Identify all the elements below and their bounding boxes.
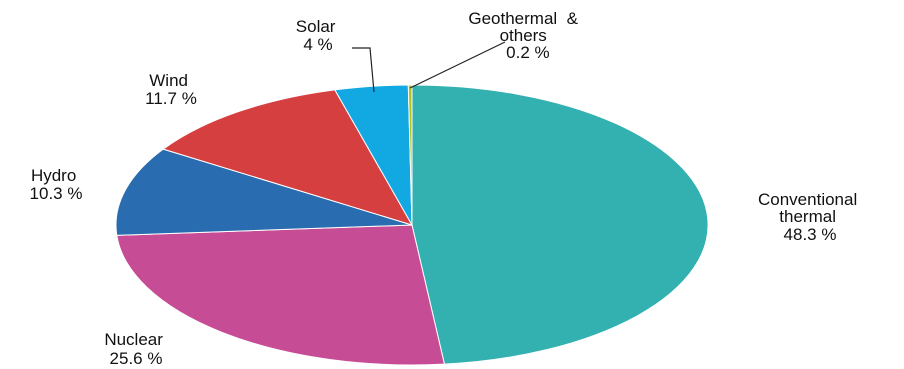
value-geothermal-others: 0.2 %: [506, 43, 549, 62]
label-conventional-line2: thermal: [779, 207, 836, 226]
label-hydro: Hydro 10.3 %: [30, 166, 83, 203]
label-solar: Solar 4 %: [296, 17, 340, 54]
pie-slices: [115, 84, 709, 366]
value-nuclear: 25.6 %: [110, 349, 163, 368]
label-wind: Wind 11.7 %: [145, 71, 197, 108]
value-wind: 11.7 %: [145, 89, 197, 108]
value-hydro: 10.3 %: [30, 184, 83, 203]
label-geothermal-line2: others: [500, 26, 547, 45]
pie-slice-wind: [162, 89, 414, 226]
label-geothermal-line1: Geothermal &: [468, 9, 578, 28]
label-geothermal-others: Geothermal & others 0.2 %: [0, 0, 602, 62]
label-conventional-thermal: Conventional thermal 48.3 %: [758, 190, 862, 244]
label-solar-name: Solar: [296, 17, 336, 36]
pie-slice-nuclear: [116, 224, 446, 366]
value-solar: 4 %: [303, 35, 332, 54]
geothermal-leader-line: [409, 41, 506, 89]
label-hydro-name: Hydro: [31, 166, 76, 185]
label-nuclear: Nuclear 25.6 %: [104, 330, 167, 368]
solar-leader-line: [352, 47, 375, 93]
value-conventional-thermal: 48.3 %: [784, 225, 837, 244]
pie-slice-geothermal-others: [407, 84, 413, 226]
label-conventional-line1: Conventional: [758, 190, 857, 209]
label-wind-name: Wind: [149, 71, 188, 90]
pie-slice-conventional-thermal: [411, 84, 709, 365]
pie-slice-hydro: [115, 148, 413, 236]
label-nuclear-name: Nuclear: [104, 330, 163, 349]
